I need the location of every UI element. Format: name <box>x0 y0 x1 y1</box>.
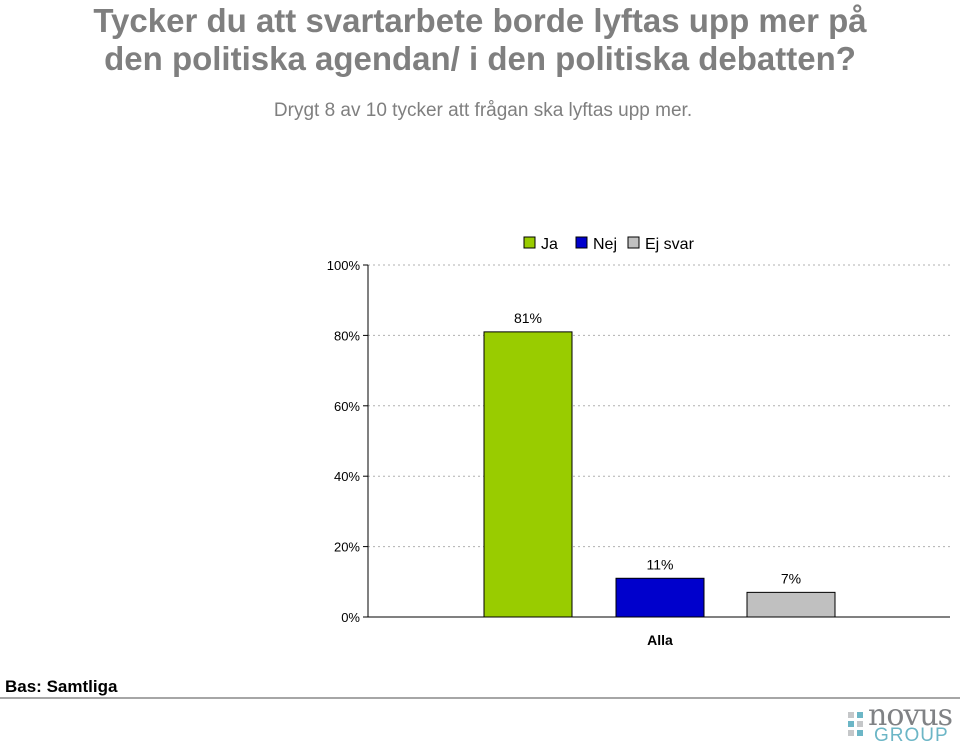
chart-title: Tycker du att svartarbete borde lyftas u… <box>0 2 960 78</box>
legend-label: Ej svar <box>645 236 695 253</box>
legend-label: Ja <box>541 236 558 253</box>
x-category-label: Alla <box>647 632 673 648</box>
bar-chart: 0% 20% 40% 60% 80% 100% 81% 11% 7% Alla Ja Nej Ej sv… <box>327 236 950 648</box>
chart-subtitle: Drygt 8 av 10 tycker att frågan ska lyft… <box>273 100 693 121</box>
y-tick-label: 0% <box>341 610 360 625</box>
bar-ej-svar <box>746 591 836 618</box>
footer-divider <box>0 697 960 699</box>
legend-swatch <box>627 236 640 249</box>
y-tick-label: 60% <box>334 399 360 414</box>
y-tick-label: 100% <box>327 258 361 273</box>
bar-nej <box>615 577 705 618</box>
title-line-1: Tycker du att svartarbete borde lyftas u… <box>93 2 867 39</box>
logo-word: novus <box>868 698 953 733</box>
legend-label: Nej <box>593 236 617 253</box>
y-tick-label: 40% <box>334 469 360 484</box>
y-tick-label: 80% <box>334 328 360 343</box>
data-label: 11% <box>647 556 674 572</box>
legend-swatch <box>575 236 588 249</box>
legend-swatch <box>523 236 536 249</box>
data-label: 7% <box>781 570 801 586</box>
bar-ja <box>483 331 573 618</box>
novus-logo: novus GROUP <box>846 698 956 746</box>
logo-dots-icon <box>848 712 863 736</box>
data-label: 81% <box>514 310 542 326</box>
title-line-2: den politiska agendan/ i den politiska d… <box>104 40 856 77</box>
base-label: Bas: Samtliga <box>5 677 118 696</box>
y-tick-label: 20% <box>334 540 360 555</box>
logo-group: GROUP <box>874 725 949 746</box>
